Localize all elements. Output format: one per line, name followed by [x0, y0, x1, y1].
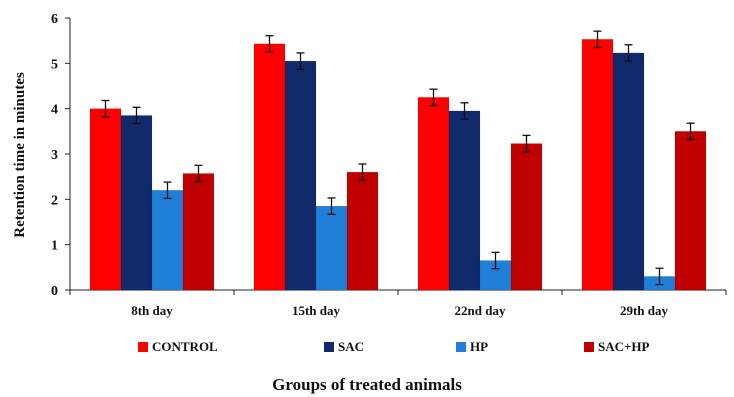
- error-bar: [522, 134, 531, 153]
- legend-item-hp: HP: [456, 339, 488, 355]
- error-bar: [265, 35, 274, 53]
- legend-item-control: CONTROL: [138, 339, 218, 355]
- error-bar: [163, 181, 172, 200]
- bar-control-1: [89, 108, 122, 291]
- bar-control-2: [253, 43, 286, 291]
- x-category-label: 29th day: [620, 303, 669, 318]
- legend-swatch-hp: [456, 342, 466, 352]
- x-axis-label: Groups of treated animals: [272, 375, 462, 394]
- error-bar: [655, 267, 664, 286]
- error-bar: [624, 44, 633, 62]
- y-tick-label: 5: [51, 57, 58, 72]
- bar-sac-hp-2: [346, 171, 379, 291]
- y-axis: 0 1 2 3 4 5 6: [51, 12, 71, 299]
- bar-sac-2: [284, 60, 317, 291]
- error-bar: [132, 106, 141, 125]
- bar-sac-hp-1: [182, 173, 215, 291]
- y-tick-label: 6: [51, 12, 58, 27]
- legend-swatch-sac-hp: [584, 342, 594, 352]
- x-category-label: 22nd day: [455, 303, 506, 318]
- legend-label-control: CONTROL: [152, 339, 218, 354]
- error-bar: [686, 122, 695, 141]
- bars: [89, 30, 707, 291]
- x-category-label: 8th day: [131, 303, 173, 318]
- error-bar: [460, 102, 469, 120]
- error-bar: [296, 52, 305, 70]
- legend-swatch-control: [138, 342, 148, 352]
- bar-control-4: [581, 39, 614, 291]
- x-category-label: 15th day: [292, 303, 341, 318]
- error-bar: [593, 30, 602, 49]
- error-bar: [358, 163, 367, 181]
- error-bar: [429, 88, 438, 107]
- error-bar: [491, 251, 500, 270]
- bar-hp-2: [315, 205, 348, 291]
- y-tick-label: 2: [51, 193, 58, 208]
- bar-sac-hp-3: [510, 143, 543, 291]
- legend: CONTROL SAC HP SAC+HP: [138, 339, 698, 359]
- y-tick-label: 1: [51, 239, 58, 254]
- x-axis: 8th day 15th day 22nd day 29th day: [69, 289, 727, 318]
- bar-hp-1: [151, 190, 184, 291]
- legend-item-sac-hp: SAC+HP: [584, 339, 649, 355]
- legend-item-sac: SAC: [324, 339, 364, 355]
- legend-label-sac-hp: SAC+HP: [598, 339, 650, 354]
- y-tick-label: 4: [51, 103, 58, 118]
- error-bar: [327, 197, 336, 215]
- y-tick-label: 0: [51, 284, 58, 299]
- error-bar: [101, 99, 110, 118]
- bar-sac-hp-4: [674, 131, 707, 291]
- bar-sac-3: [448, 110, 481, 291]
- legend-label-sac: SAC: [338, 339, 365, 354]
- bar-sac-4: [612, 52, 645, 291]
- bar-sac-1: [120, 115, 153, 291]
- legend-label-hp: HP: [470, 339, 489, 354]
- bar-control-3: [417, 97, 450, 291]
- legend-swatch-sac: [324, 342, 334, 352]
- y-tick-label: 3: [51, 148, 58, 163]
- y-axis-label: Retention time in minutes: [12, 72, 28, 238]
- error-bar: [194, 164, 203, 183]
